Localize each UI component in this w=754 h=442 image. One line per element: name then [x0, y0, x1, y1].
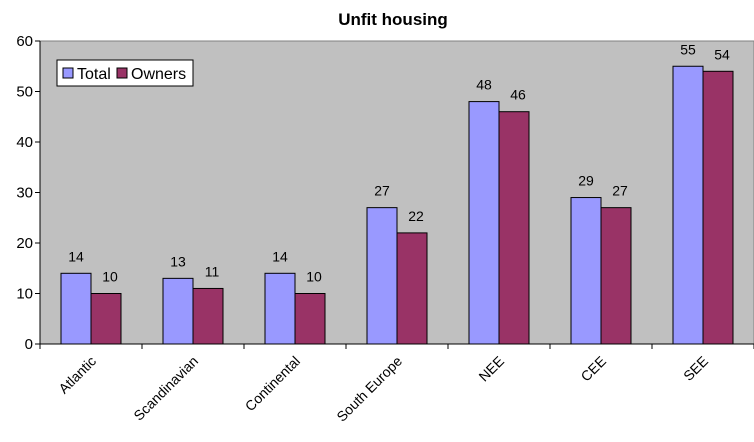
data-label-owners: 46 [510, 87, 526, 103]
y-tick-label: 10 [16, 286, 33, 303]
bar-owners [192, 287, 224, 345]
bar-total [672, 65, 704, 345]
data-label-owners: 11 [205, 263, 220, 279]
data-label-total: 55 [680, 41, 696, 57]
bar-owners [294, 293, 326, 345]
legend-swatch-owners [116, 67, 128, 79]
bar-owners [702, 70, 734, 345]
bar-total [366, 207, 398, 345]
legend-label-total: Total [77, 66, 111, 83]
y-tick-label: 40 [16, 134, 33, 151]
y-tick-label: 30 [16, 185, 33, 202]
bar-owners [90, 293, 122, 345]
x-tick-label: South Europe [333, 353, 405, 425]
data-label-owners: 10 [102, 269, 118, 285]
y-tick-label: 0 [25, 336, 33, 353]
data-label-total: 14 [272, 248, 288, 264]
bar-total [60, 272, 92, 345]
bar-total [264, 272, 296, 345]
bar-total [468, 101, 500, 345]
data-label-total: 27 [374, 183, 390, 199]
bar-owners [396, 232, 428, 345]
y-tick-label: 20 [16, 235, 33, 252]
data-label-total: 29 [578, 173, 594, 189]
bar-owners [600, 207, 632, 345]
chart-title: Unfit housing [338, 10, 448, 29]
legend: Total Owners [56, 59, 194, 87]
data-label-owners: 10 [306, 269, 322, 285]
data-label-total: 48 [476, 77, 492, 93]
legend-label-owners: Owners [131, 66, 186, 83]
bar-total [162, 277, 194, 345]
data-label-owners: 22 [408, 208, 424, 224]
x-tick-label: Continental [242, 353, 303, 414]
x-tick-label: Scandinavian [130, 353, 201, 424]
data-label-total: 13 [170, 253, 186, 269]
y-tick-label: 60 [16, 33, 33, 50]
data-label-owners: 54 [714, 46, 730, 62]
x-tick-label: Atlantic [55, 353, 99, 397]
legend-swatch-total [62, 67, 74, 79]
data-label-total: 14 [68, 248, 84, 264]
data-labels-group: 14 10 13 11 14 10 27 22 48 46 29 27 55 54 [68, 41, 730, 284]
bars-group [60, 65, 734, 345]
x-tick-label: CEE [577, 353, 609, 385]
data-label-owners: 27 [612, 183, 628, 199]
y-tick-label: 50 [16, 84, 33, 101]
bar-total [570, 197, 602, 345]
x-tick-label: SEE [680, 353, 711, 384]
bar-owners [498, 111, 530, 345]
x-tick-label: NEE [475, 353, 507, 385]
